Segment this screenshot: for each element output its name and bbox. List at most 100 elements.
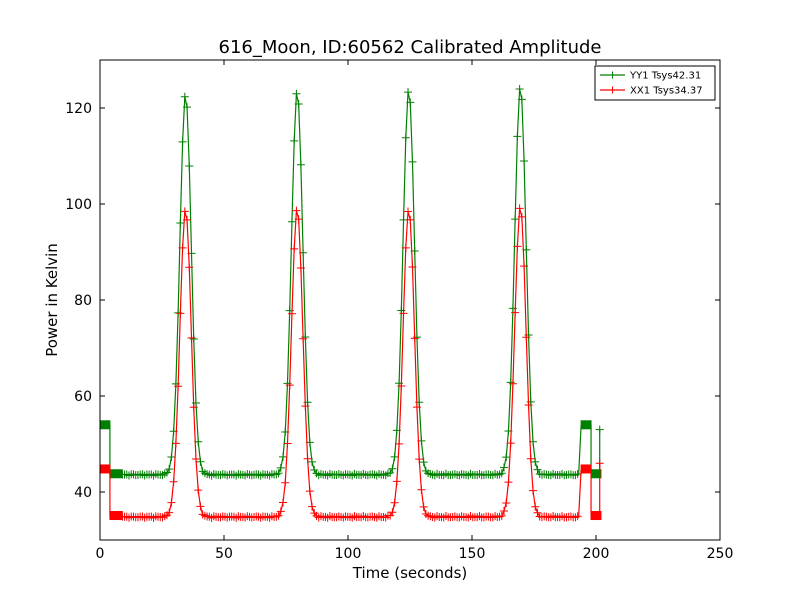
series-yy1-point	[408, 157, 417, 166]
series-xx1-tail-point	[595, 459, 604, 468]
series-xx1-point	[408, 262, 417, 271]
series-yy1-point	[401, 133, 410, 142]
series-yy1-point	[290, 136, 299, 145]
axes: 0 50 100 150 200 250 40 60 80 100 120	[65, 59, 734, 562]
series-xx1-point	[513, 242, 522, 251]
series-xx1-point	[183, 215, 192, 224]
series-yy1-cal-start-marker	[99, 420, 111, 430]
series-yy1-point	[517, 95, 526, 104]
series-xx1-point	[506, 439, 515, 448]
series-xx1-point	[520, 262, 529, 271]
y-tick-label: 60	[74, 389, 92, 405]
legend-label-yy1: YY1 Tsys42.31	[629, 71, 701, 82]
legend-marker-yy1	[609, 71, 616, 79]
legend-label-xx1: XX1 Tsys34.37	[630, 86, 703, 97]
series-xx1-point	[401, 243, 410, 252]
series-xx1-point	[279, 498, 288, 507]
x-tick-label: 50	[215, 546, 233, 562]
series-xx1-point	[283, 439, 292, 448]
series-xx1-point	[285, 381, 294, 390]
x-tick-label: 250	[707, 546, 734, 562]
series-xx1-point	[174, 382, 183, 391]
series-xx1-point	[399, 309, 408, 318]
series-yy1-point	[388, 464, 397, 473]
series-xx1-point	[573, 512, 582, 521]
series-xx1-point	[290, 244, 299, 253]
series-xx1-cal-start-marker	[99, 464, 111, 474]
series-xx1-point	[529, 486, 538, 495]
series-xx1-cal-off-end-marker	[590, 511, 602, 521]
series-yy1-point	[502, 453, 511, 462]
series-xx1-point	[412, 403, 421, 412]
series-xx1-point	[410, 334, 419, 343]
series-yy1-point	[513, 132, 522, 141]
series-xx1-cal-end-marker	[580, 464, 592, 474]
plot-area	[99, 84, 604, 522]
series-yy1-point	[419, 458, 428, 467]
x-axis-label: Time (seconds)	[352, 564, 468, 582]
series-yy1-point	[515, 84, 524, 93]
series-xx1-point	[497, 511, 506, 520]
series-xx1-point	[415, 455, 424, 464]
series-xx1-point	[502, 498, 511, 507]
series-xx1-point	[299, 334, 308, 343]
x-tick-label: 100	[335, 546, 362, 562]
series-xx1-point	[511, 308, 520, 317]
series-xx1-point	[308, 502, 317, 511]
series-yy1-point	[497, 469, 506, 478]
x-tick-label: 150	[459, 546, 486, 562]
series-xx1-point	[515, 204, 524, 213]
series-xx1-point	[196, 502, 205, 511]
series-xx1-point	[392, 477, 401, 486]
x-tick-label: 0	[96, 546, 105, 562]
series-xx1-point	[526, 454, 535, 463]
series-xx1-point	[524, 401, 533, 410]
series-xx1-point	[276, 507, 285, 516]
series-yy1-point	[533, 465, 542, 474]
y-axis-label: Power in Kelvin	[43, 243, 61, 357]
series-yy1-tail-point	[595, 425, 604, 434]
series-xx1-point	[406, 215, 415, 224]
series-xx1-point	[404, 207, 413, 216]
series-xx1-point	[301, 402, 310, 411]
legend-marker-xx1	[609, 86, 616, 94]
series-yy1-cal-rise	[578, 424, 582, 475]
series-yy1-point	[279, 452, 288, 461]
series-yy1-point	[386, 468, 395, 477]
series-yy1-point	[165, 465, 174, 474]
series-xx1-point	[419, 502, 428, 511]
series-yy1-point	[287, 217, 296, 226]
series-yy1-point	[499, 463, 508, 472]
series-yy1-cal-off-start-marker	[109, 469, 123, 479]
series-xx1-point	[504, 478, 513, 487]
series-xx1-point	[305, 487, 314, 496]
series-xx1-point	[194, 486, 203, 495]
series-xx1-point	[191, 454, 200, 463]
series-yy1-point	[511, 215, 520, 224]
series-xx1-point	[294, 215, 303, 224]
series-yy1-cal-end-marker	[580, 420, 592, 430]
y-tick-label: 120	[65, 101, 92, 117]
series-xx1-point	[287, 309, 296, 318]
series-yy1-point	[308, 457, 317, 466]
series-yy1-point	[196, 457, 205, 466]
series-yy1-point	[274, 469, 283, 478]
series-yy1-point	[406, 98, 415, 107]
series-xx1-point	[178, 243, 187, 252]
series-yy1-point	[399, 215, 408, 224]
series-yy1-point	[531, 457, 540, 466]
series-xx1-point	[417, 485, 426, 494]
series-yy1-point	[292, 89, 301, 98]
series-yy1-point	[180, 92, 189, 101]
series-xx1-point	[499, 506, 508, 515]
chart-title: 616_Moon, ID:60562 Calibrated Amplitude	[219, 37, 602, 58]
series-yy1-point	[276, 463, 285, 472]
series-xx1-point	[176, 309, 185, 318]
series-xx1-cal-off-start-marker	[109, 511, 123, 521]
series-xx1-point	[292, 206, 301, 215]
series-xx1-point	[169, 477, 178, 486]
series-xx1-point	[171, 439, 180, 448]
series-yy1-point	[294, 99, 303, 108]
series-xx1-point	[388, 508, 397, 517]
